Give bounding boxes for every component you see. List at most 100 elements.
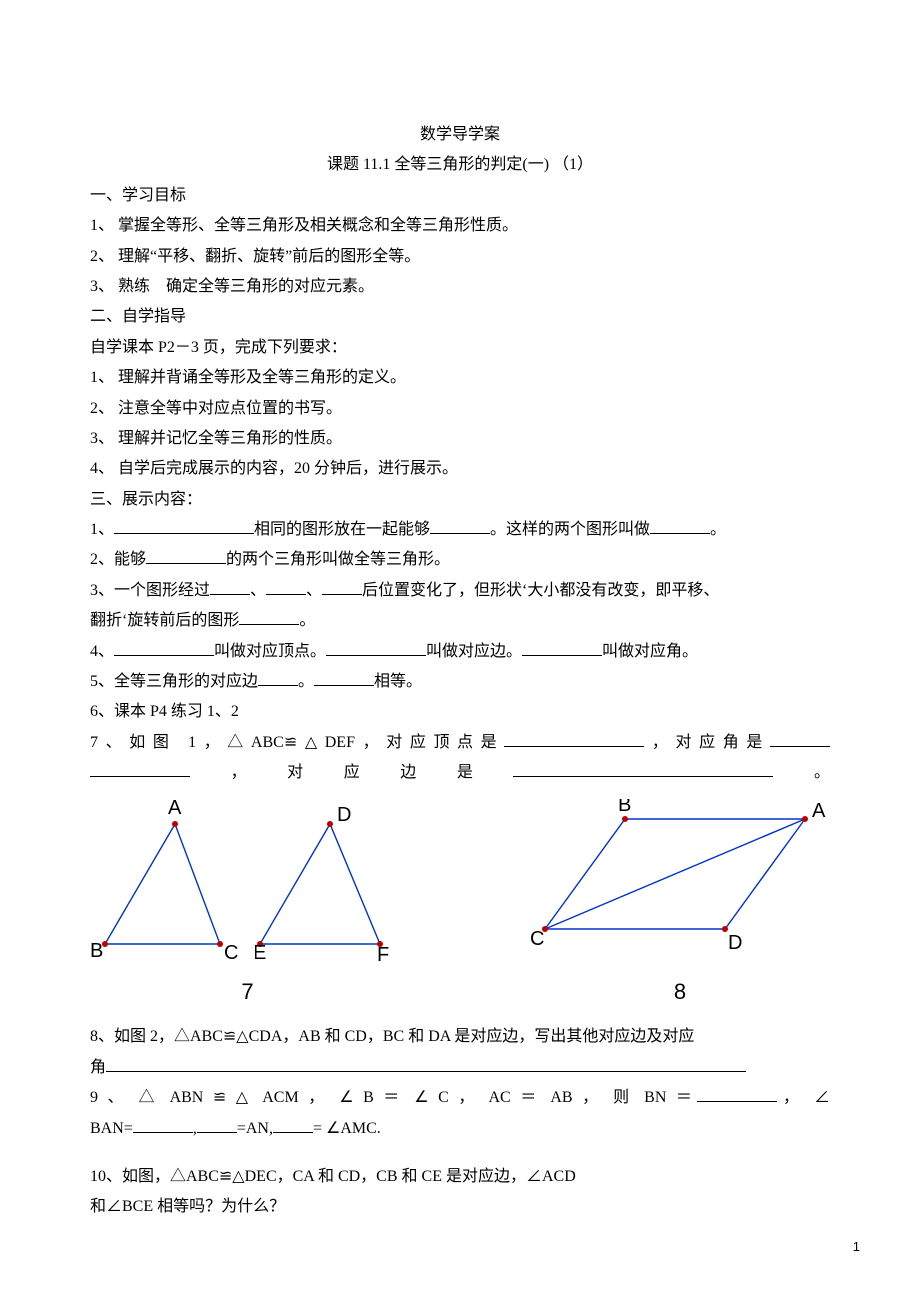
page-number: 1	[853, 1235, 860, 1260]
blank	[106, 1055, 746, 1072]
text: 7、如图 1，△ABC≌△DEF，对应顶点是	[90, 734, 504, 751]
text: 相同的图形放在一起能够	[254, 521, 430, 538]
blank	[210, 578, 250, 595]
text: 、	[306, 582, 322, 599]
text: 翻折‘旋转前后的图形	[90, 612, 239, 629]
text: 叫做对应角。	[602, 643, 698, 660]
s2-item: 3、 理解并记忆全等三角形的性质。	[90, 424, 830, 454]
text: ，对应角是	[644, 734, 770, 751]
vertex-label: A	[812, 800, 826, 822]
blank	[114, 517, 254, 534]
blank	[504, 730, 644, 747]
q10: 10、如图，△ABC≌△DEC，CA 和 CD，CB 和 CE 是对应边，∠AC…	[90, 1162, 830, 1192]
q9: 9 、 △ ABN ≌ △ ACM ， ∠ B ＝ ∠ C ， AC ＝ AB …	[90, 1083, 830, 1113]
text: =AN,	[237, 1120, 273, 1137]
blank	[326, 639, 426, 656]
blank	[322, 578, 362, 595]
vertex-label: D	[728, 932, 742, 954]
text: 后位置变化了，但形状‘大小都没有改变，即平移、	[362, 582, 719, 599]
text: ，对应边是	[190, 764, 513, 781]
blank	[513, 760, 773, 777]
q2: 2、能够 的两个三角形叫做全等三角形。	[90, 545, 830, 575]
s2-item: 2、 注意全等中对应点位置的书写。	[90, 394, 830, 424]
blank	[114, 639, 214, 656]
text: ， ∠	[777, 1089, 830, 1106]
vertex-label: F	[377, 944, 389, 966]
doc-subtitle: 课题 11.1 全等三角形的判定(一) （1）	[90, 150, 830, 180]
triangle-abc: A B C	[90, 799, 245, 969]
text: 叫做对应边。	[426, 643, 522, 660]
section-1-heading: 一、学习目标	[90, 181, 830, 211]
section-3-heading: 三、展示内容：	[90, 485, 830, 515]
q9-line2: BAN=,=AN,= ∠AMC.	[90, 1114, 830, 1144]
blank	[522, 639, 602, 656]
s2-intro: 自学课本 P2－3 页，完成下列要求：	[90, 333, 830, 363]
text: 叫做对应顶点。	[214, 643, 326, 660]
blank	[146, 547, 226, 564]
text: 。	[773, 764, 830, 781]
q1: 1、 相同的图形放在一起能够 。这样的两个图形叫做 。	[90, 515, 830, 545]
spacer	[90, 1012, 830, 1022]
q10-line2: 和∠BCE 相等吗？为什么？	[90, 1192, 830, 1222]
section-2-heading: 二、自学指导	[90, 302, 830, 332]
text: 2、能够	[90, 551, 146, 568]
text: 的两个三角形叫做全等三角形。	[226, 551, 450, 568]
s2-item: 1、 理解并背诵全等形及全等三角形的定义。	[90, 363, 830, 393]
figures-row: A B C D E F 7	[90, 799, 830, 1013]
text: 4、	[90, 643, 114, 660]
q5: 5、全等三角形的对应边 。 相等。	[90, 667, 830, 697]
text: 。这样的两个图形叫做	[490, 521, 650, 538]
blank	[239, 608, 299, 625]
q7-line2: ，对应边是 。	[90, 758, 830, 788]
blank	[770, 730, 830, 747]
text: 。	[298, 673, 314, 690]
q7: 7、如图 1，△ABC≌△DEF，对应顶点是 ，对应角是	[90, 728, 830, 758]
figure-7-group: A B C D E F 7	[90, 799, 405, 1013]
s1-item: 3、 熟练 确定全等三角形的对应元素。	[90, 272, 830, 302]
text: 。	[299, 612, 315, 629]
blank	[266, 578, 306, 595]
text: 3、一个图形经过	[90, 582, 210, 599]
s1-item: 2、 理解“平移、翻折、旋转”前后的图形全等。	[90, 242, 830, 272]
spacer	[90, 1144, 830, 1162]
vertex-label: C	[224, 942, 238, 964]
blank	[133, 1116, 193, 1133]
vertex-label: B	[90, 940, 103, 962]
blank	[650, 517, 710, 534]
q6: 6、课本 P4 练习 1、2	[90, 697, 830, 727]
figure-label: 7	[241, 971, 253, 1013]
blank	[314, 669, 374, 686]
blank	[273, 1116, 313, 1133]
q3: 3、一个图形经过、、后位置变化了，但形状‘大小都没有改变，即平移、	[90, 576, 830, 606]
text: 角	[90, 1059, 106, 1076]
triangle-def: D E F	[255, 799, 405, 969]
q4: 4、 叫做对应顶点。 叫做对应边。 叫做对应角。	[90, 637, 830, 667]
blank	[90, 760, 190, 777]
blank	[697, 1085, 777, 1102]
vertex-label: E	[255, 942, 266, 964]
text: = ∠AMC.	[313, 1120, 381, 1137]
q3-line2: 翻折‘旋转前后的图形 。	[90, 606, 830, 636]
text: 1、	[90, 521, 114, 538]
parallelogram-abdc: B A D C	[530, 799, 830, 969]
text: 相等。	[374, 673, 422, 690]
blank	[258, 669, 298, 686]
q8: 8、如图 2，△ABC≌△CDA，AB 和 CD，BC 和 DA 是对应边，写出…	[90, 1022, 830, 1052]
page: 数学导学案 课题 11.1 全等三角形的判定(一) （1） 一、学习目标 1、 …	[0, 0, 920, 1300]
text: BAN=	[90, 1120, 133, 1137]
vertex-label: A	[168, 799, 182, 819]
figure-7-pair: A B C D E F	[90, 799, 405, 969]
s2-item: 4、 自学后完成展示的内容，20 分钟后，进行展示。	[90, 454, 830, 484]
vertex-label: B	[618, 799, 631, 816]
figure-label: 8	[674, 971, 686, 1013]
text: 9 、 △ ABN ≌ △ ACM ， ∠ B ＝ ∠ C ， AC ＝ AB …	[90, 1089, 697, 1106]
blank	[430, 517, 490, 534]
vertex-label: C	[530, 928, 544, 950]
q8-line2: 角	[90, 1053, 830, 1083]
figure-8-group: B A D C 8	[530, 799, 830, 1013]
s1-item: 1、 掌握全等形、全等三角形及相关概念和全等三角形性质。	[90, 211, 830, 241]
text: 。	[710, 521, 726, 538]
doc-title: 数学导学案	[90, 120, 830, 150]
blank	[197, 1116, 237, 1133]
text: 5、全等三角形的对应边	[90, 673, 258, 690]
